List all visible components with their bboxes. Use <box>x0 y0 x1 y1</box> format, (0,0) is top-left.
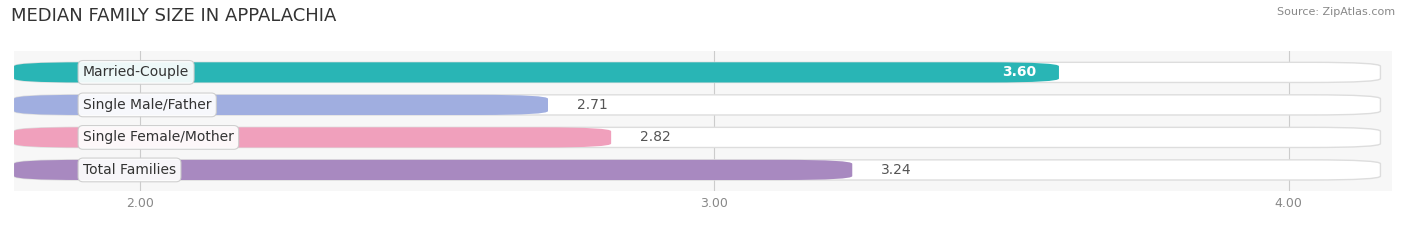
FancyBboxPatch shape <box>14 95 1381 115</box>
FancyBboxPatch shape <box>14 95 548 115</box>
Text: 3.60: 3.60 <box>1002 65 1036 79</box>
FancyBboxPatch shape <box>14 127 1381 147</box>
Text: MEDIAN FAMILY SIZE IN APPALACHIA: MEDIAN FAMILY SIZE IN APPALACHIA <box>11 7 336 25</box>
Text: 2.82: 2.82 <box>640 130 671 144</box>
Text: 3.24: 3.24 <box>882 163 911 177</box>
Text: Source: ZipAtlas.com: Source: ZipAtlas.com <box>1277 7 1395 17</box>
Text: 2.71: 2.71 <box>576 98 607 112</box>
Text: Total Families: Total Families <box>83 163 176 177</box>
FancyBboxPatch shape <box>14 127 612 147</box>
FancyBboxPatch shape <box>14 160 1381 180</box>
Text: Single Female/Mother: Single Female/Mother <box>83 130 233 144</box>
Text: Single Male/Father: Single Male/Father <box>83 98 211 112</box>
FancyBboxPatch shape <box>14 160 852 180</box>
FancyBboxPatch shape <box>14 62 1059 82</box>
Text: Married-Couple: Married-Couple <box>83 65 190 79</box>
FancyBboxPatch shape <box>14 62 1381 82</box>
